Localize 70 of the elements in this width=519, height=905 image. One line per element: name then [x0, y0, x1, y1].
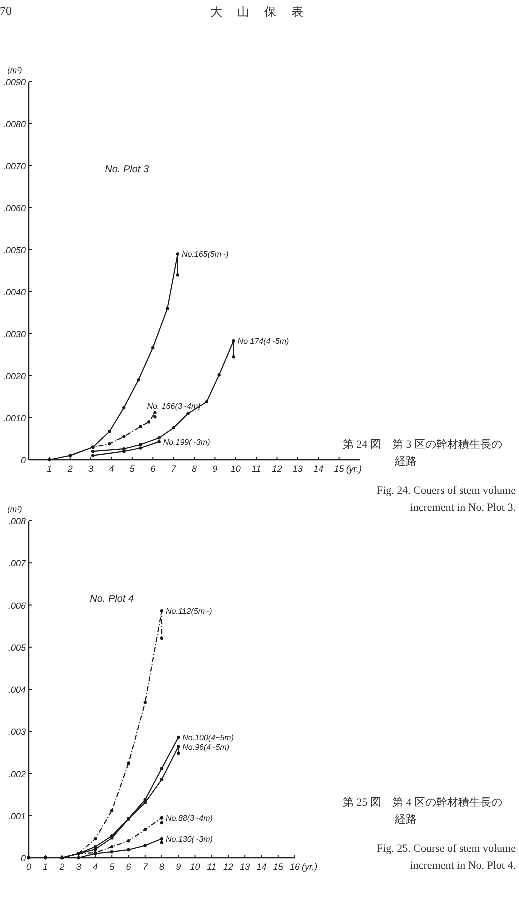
x-tick-label: 11	[207, 862, 217, 872]
y-tick-label: .002	[8, 769, 26, 780]
x-tick-label: 12	[223, 862, 234, 872]
y-tick-label: .0030	[3, 330, 26, 340]
x-tick-label: 6	[126, 862, 132, 872]
y-axis-title: (m³)	[8, 505, 23, 514]
x-tick-label: 6	[150, 464, 156, 474]
y-tick-label: .001	[8, 811, 26, 822]
x-tick-label: 8	[159, 862, 165, 872]
x-tick-label: 15	[273, 862, 284, 872]
x-tick-label: 10	[190, 862, 200, 872]
x-tick-label: 15	[334, 464, 346, 474]
y-tick-label: .0040	[3, 288, 26, 298]
series-label: No.165(5m~)	[182, 250, 230, 260]
x-axis-title: (yr.)	[346, 464, 362, 474]
series-label: No.112(5m~)	[166, 607, 213, 616]
x-tick-label: 8	[192, 464, 198, 474]
x-tick-label: 4	[92, 862, 98, 872]
series-label: No 174(4~5m)	[238, 337, 290, 346]
x-tick-label: 3	[88, 464, 94, 474]
x-axis-title: (yr.)	[302, 862, 318, 872]
x-tick-label: 9	[212, 464, 218, 474]
x-tick-label: 7	[142, 862, 149, 872]
x-tick-label: 1	[47, 464, 52, 474]
x-tick-label: 4	[109, 464, 114, 474]
y-tick-label: .007	[8, 558, 27, 569]
series-label: No.88(3~4m)	[166, 814, 214, 823]
series-label: No.100(4~5m)	[182, 734, 234, 743]
x-tick-label: 2	[58, 862, 65, 872]
x-tick-label: 13	[292, 464, 303, 474]
y-tick-label: .0090	[3, 78, 26, 88]
y-tick-label: 0	[20, 854, 26, 864]
y-tick-label: .0070	[3, 162, 26, 172]
x-tick-label: 2	[66, 464, 73, 474]
y-tick-label: 0	[20, 456, 26, 466]
x-tick-label: 12	[272, 464, 282, 474]
x-tick-label: 3	[76, 862, 82, 872]
caption: Fig. 24. Couers of stem volume increment in No. Plot 3.	[376, 484, 516, 516]
y-tick-label: .0060	[3, 204, 26, 214]
series-label: No.199(~3m)	[163, 438, 211, 447]
text: No. Plot 4	[90, 594, 135, 605]
y-tick-label: .006	[8, 600, 26, 611]
x-tick-label: 16	[290, 862, 300, 872]
x-tick-label: 5	[130, 464, 136, 474]
x-tick-label: 1	[43, 862, 48, 872]
x-tick-label: 7	[171, 464, 178, 474]
x-tick-label: 11	[252, 464, 262, 474]
x-tick-label: 9	[176, 862, 182, 872]
series-label: No.96(4~5m)	[182, 742, 230, 752]
series-label: No. 166(3~4m)	[147, 402, 202, 411]
y-tick-label: .003	[8, 727, 26, 738]
x-tick-label: 5	[110, 862, 116, 872]
x-tick-label: 10	[230, 464, 241, 474]
text: 70	[0, 4, 12, 19]
x-tick-label: 14	[314, 464, 324, 474]
y-tick-label: .005	[8, 642, 27, 653]
x-tick-label: 14	[256, 862, 267, 872]
y-tick-label: .0080	[3, 120, 26, 130]
y-tick-label: .0050	[3, 246, 26, 256]
series-label: No.130(~3m)	[166, 835, 214, 844]
x-tick-label: 13	[240, 862, 250, 872]
text: 大 山 保 表	[210, 4, 310, 21]
y-tick-label: .004	[8, 685, 26, 695]
text: 第 25 図 第 4 区の幹材積生長の経路	[343, 796, 504, 828]
y-tick-label: .0020	[3, 372, 26, 382]
text: No. Plot 3	[105, 164, 150, 176]
caption: Fig. 25. Course of stem volume increment in No. Plot 4.	[376, 842, 516, 874]
y-tick-label: .0010	[3, 414, 26, 424]
y-tick-label: .008	[8, 516, 26, 526]
y-axis-title: (m³)	[8, 66, 23, 75]
